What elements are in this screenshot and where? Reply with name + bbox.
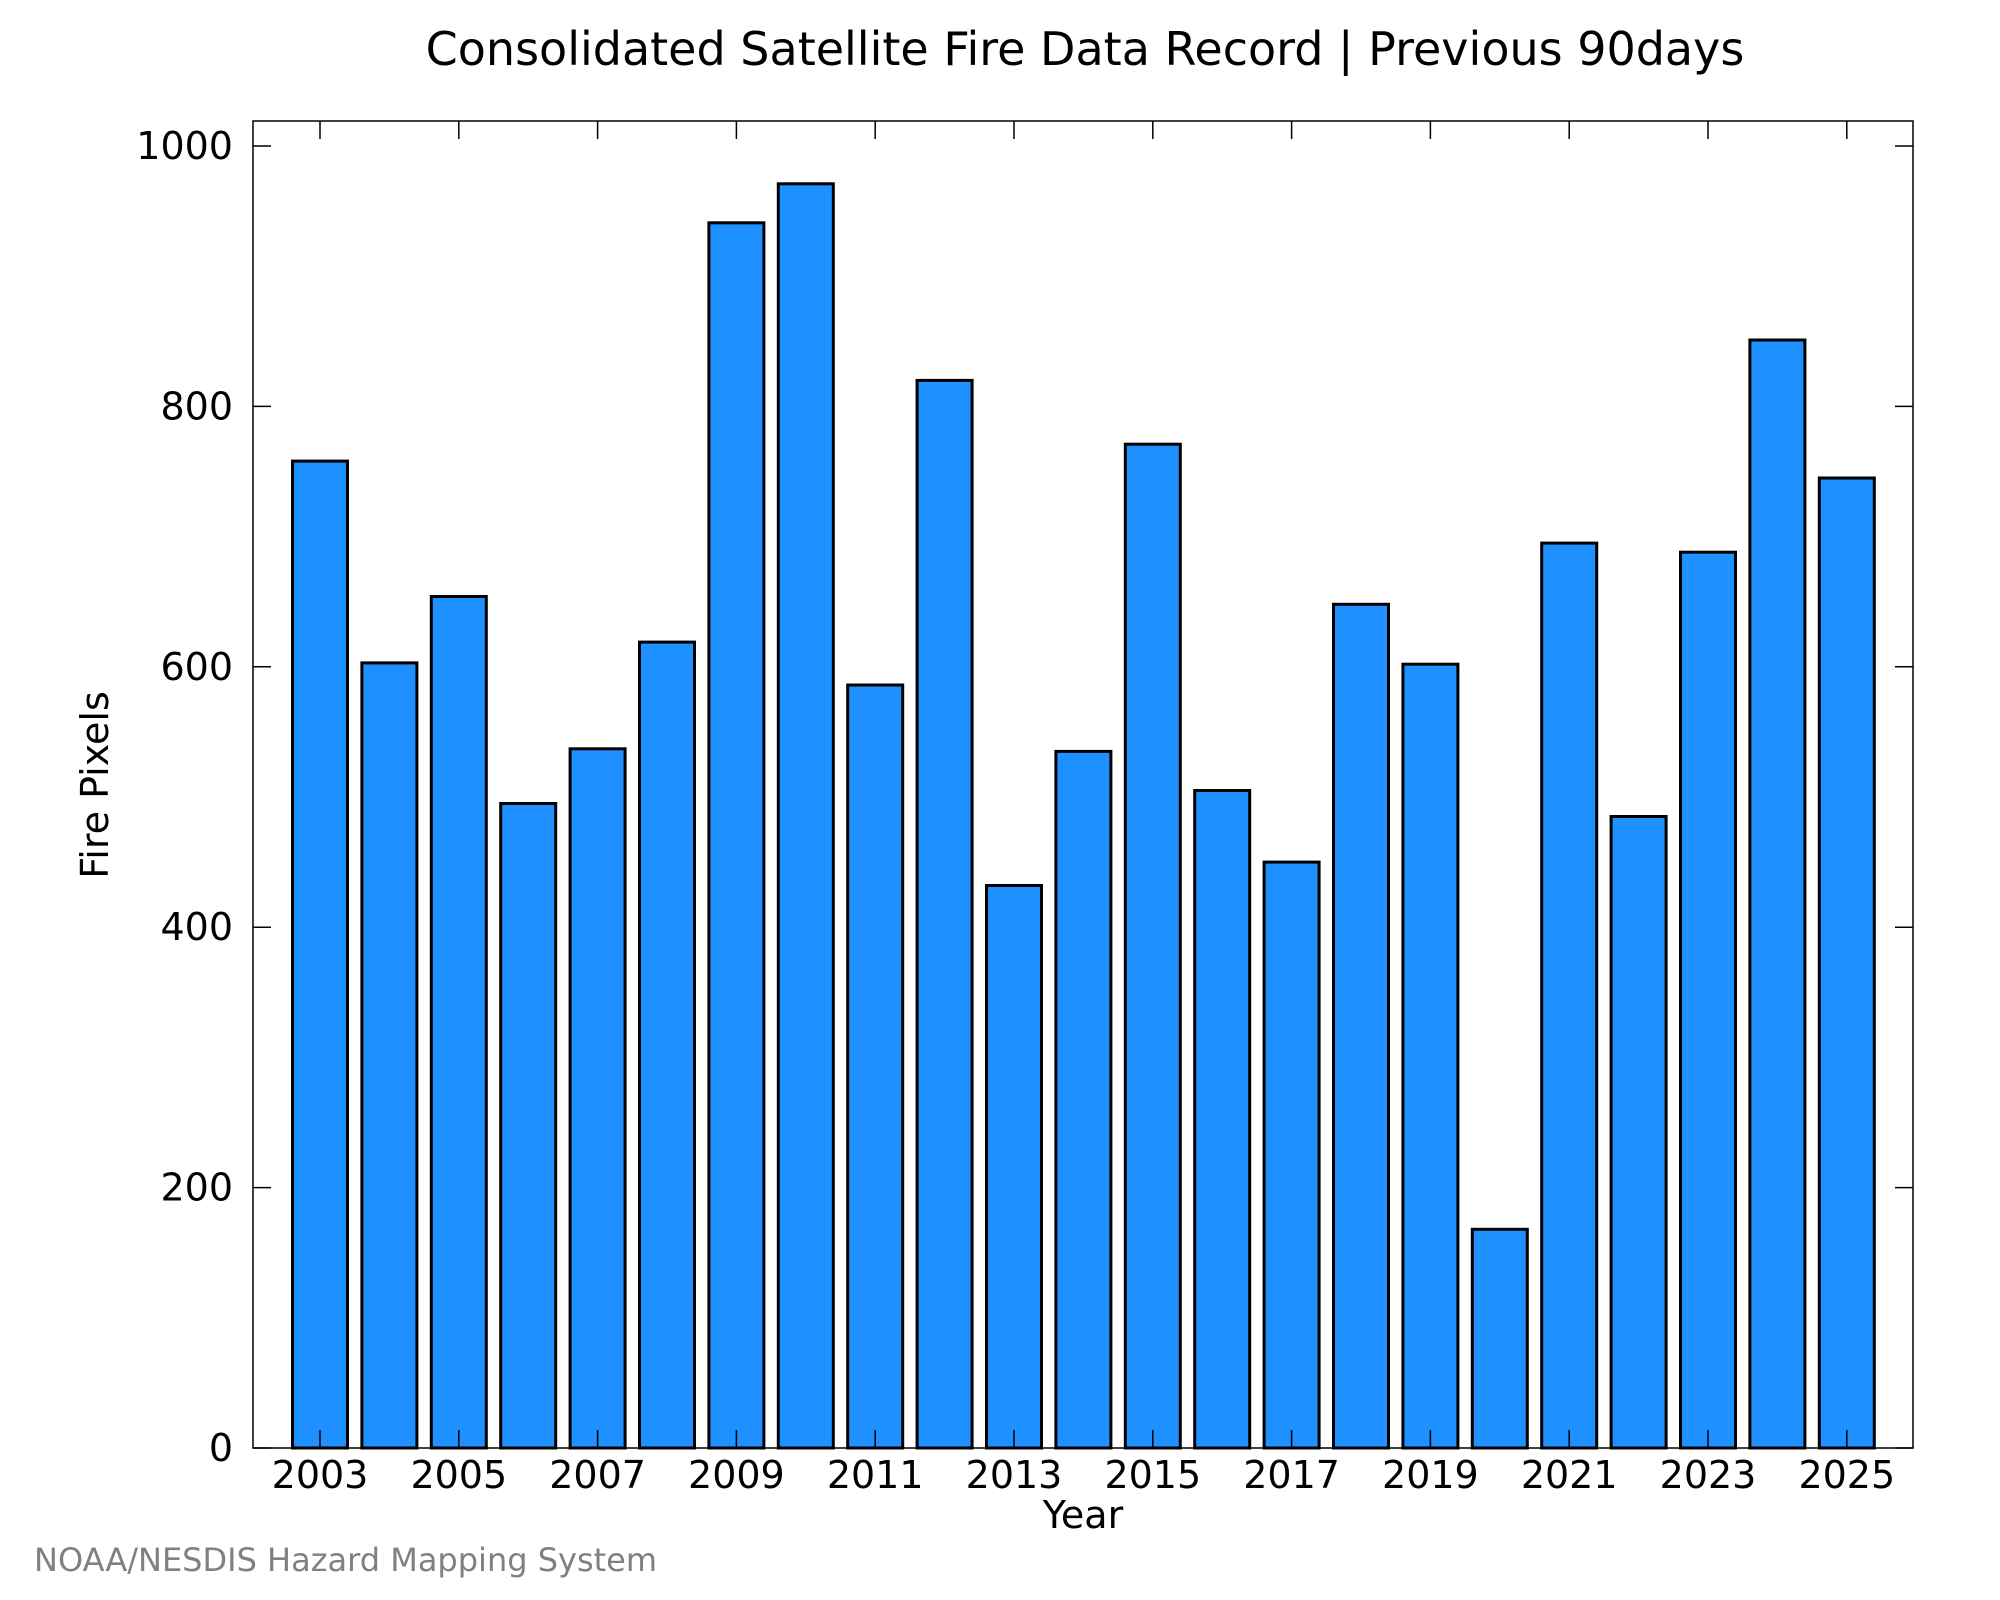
y-tick-label-0: 0 [209,1426,233,1470]
y-tick-label-400: 400 [160,905,233,949]
bar-2014 [1054,749,1113,1450]
x-tick-label-2011: 2011 [827,1453,924,1497]
credit-text: NOAA/NESDIS Hazard Mapping System [34,1541,657,1579]
x-tick-label-2019: 2019 [1382,1453,1479,1497]
x-tick-label-2015: 2015 [1104,1453,1201,1497]
bar-2009 [707,221,766,1450]
x-tick-label-2003: 2003 [272,1453,369,1497]
x-tick-label-2021: 2021 [1521,1453,1618,1497]
bar-2018 [1332,602,1390,1450]
x-axis-label: Year [1042,1493,1124,1537]
bar-2003 [291,459,349,1450]
bar-2004 [360,661,419,1450]
bar-2006 [499,802,558,1450]
x-tick-label-2005: 2005 [410,1453,507,1497]
bar-2015 [1123,442,1182,1450]
x-tick-label-2009: 2009 [688,1453,785,1497]
bar-2023 [1679,550,1737,1450]
x-tick-label-2013: 2013 [966,1453,1063,1497]
bar-2024 [1748,338,1807,1450]
bar-2019 [1401,662,1460,1450]
bar-2017 [1262,860,1321,1450]
bar-2012 [915,378,974,1450]
y-tick-label-200: 200 [160,1166,233,1210]
x-tick-label-2007: 2007 [549,1453,646,1497]
bar-2008 [638,640,696,1450]
bar-2025 [1817,476,1876,1450]
bar-2020 [1470,1227,1529,1450]
bar-2011 [846,683,905,1450]
bar-2022 [1609,815,1668,1450]
bar-2010 [776,182,835,1450]
y-axis-label: Fire Pixels [73,691,117,879]
bar-2007 [568,747,627,1450]
y-tick-label-800: 800 [160,384,233,428]
bar-2016 [1193,789,1252,1450]
x-tick-label-2025: 2025 [1798,1453,1895,1497]
bar-2021 [1540,541,1599,1450]
chart-title: Consolidated Satellite Fire Data Record … [426,22,1745,77]
x-tick-label-2023: 2023 [1660,1453,1757,1497]
y-tick-label-600: 600 [160,645,233,689]
bar-2005 [429,595,488,1450]
x-tick-label-2017: 2017 [1243,1453,1340,1497]
y-tick-label-1000: 1000 [136,124,233,168]
bar-2013 [985,884,1043,1450]
